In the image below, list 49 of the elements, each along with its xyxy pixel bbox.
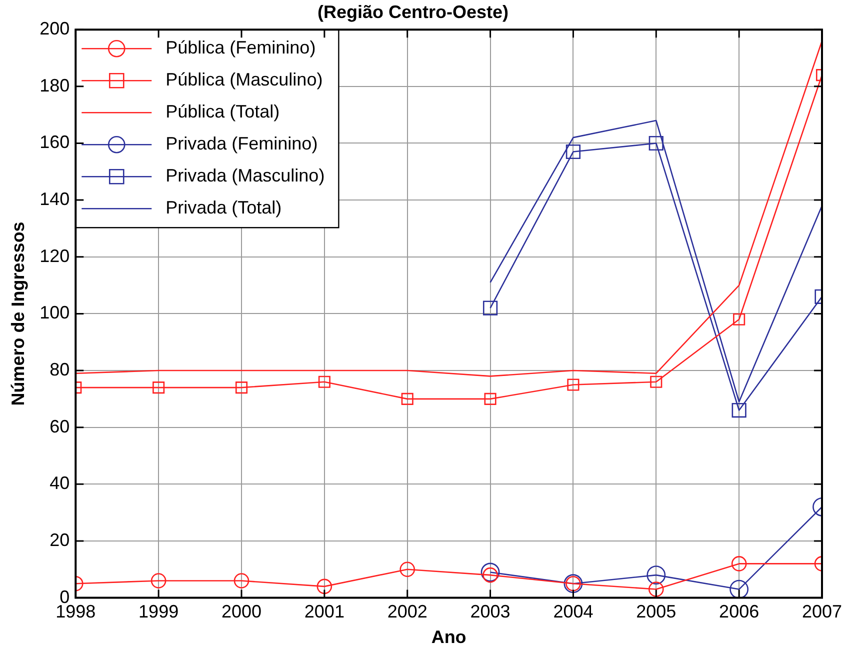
point — [732, 402, 746, 418]
x-axis-title: Ano — [431, 627, 466, 648]
point — [733, 313, 746, 326]
y-tick-label: 140 — [40, 189, 70, 210]
y-tick-label: 40 — [50, 473, 70, 494]
point — [234, 573, 250, 588]
x-tick-label: 2006 — [719, 602, 760, 622]
x-tick-label: 2004 — [553, 602, 594, 622]
y-tick-label: 160 — [40, 132, 70, 152]
point — [567, 378, 580, 391]
legend-label: Privada (Feminino) — [166, 134, 318, 154]
legend-label: Pública (Total) — [166, 102, 280, 122]
point — [484, 392, 496, 405]
point — [318, 376, 330, 388]
x-tick-label: 2000 — [221, 602, 262, 622]
point — [316, 578, 332, 594]
y-tick-label: 120 — [40, 246, 70, 266]
point — [400, 562, 415, 578]
point — [731, 556, 747, 572]
x-tick-label: 2005 — [636, 602, 676, 622]
point — [646, 566, 666, 585]
point — [648, 582, 664, 597]
point — [650, 376, 662, 388]
legend-label: Privada (Masculino) — [166, 166, 325, 186]
point — [152, 382, 165, 394]
x-tick-label: 2003 — [470, 602, 510, 622]
y-tick-label: 100 — [40, 302, 70, 323]
point — [648, 136, 664, 151]
x-tick-label: 1999 — [138, 602, 179, 622]
y-tick-label: 80 — [50, 359, 70, 380]
point — [482, 300, 498, 316]
point — [235, 382, 248, 394]
chart-title: (Região Centro-Oeste) — [317, 2, 509, 22]
point — [401, 392, 414, 405]
point — [730, 580, 749, 598]
x-tick-label: 2001 — [304, 602, 344, 622]
point — [480, 562, 500, 582]
y-tick-label: 20 — [50, 530, 70, 550]
y-tick-label: 60 — [50, 416, 70, 436]
y-tick-label: 200 — [40, 18, 70, 39]
legend-label: Pública (Masculino) — [166, 70, 323, 90]
point — [150, 573, 166, 588]
y-axis-title: Número de Ingressos — [8, 222, 28, 406]
x-tick-label: 2002 — [387, 602, 428, 622]
x-tick-label: 2007 — [802, 602, 842, 622]
legend-label: Privada (Total) — [166, 198, 282, 218]
legend-label: Pública (Feminino) — [166, 38, 316, 58]
y-tick-label: 180 — [40, 75, 70, 96]
point — [566, 144, 581, 160]
